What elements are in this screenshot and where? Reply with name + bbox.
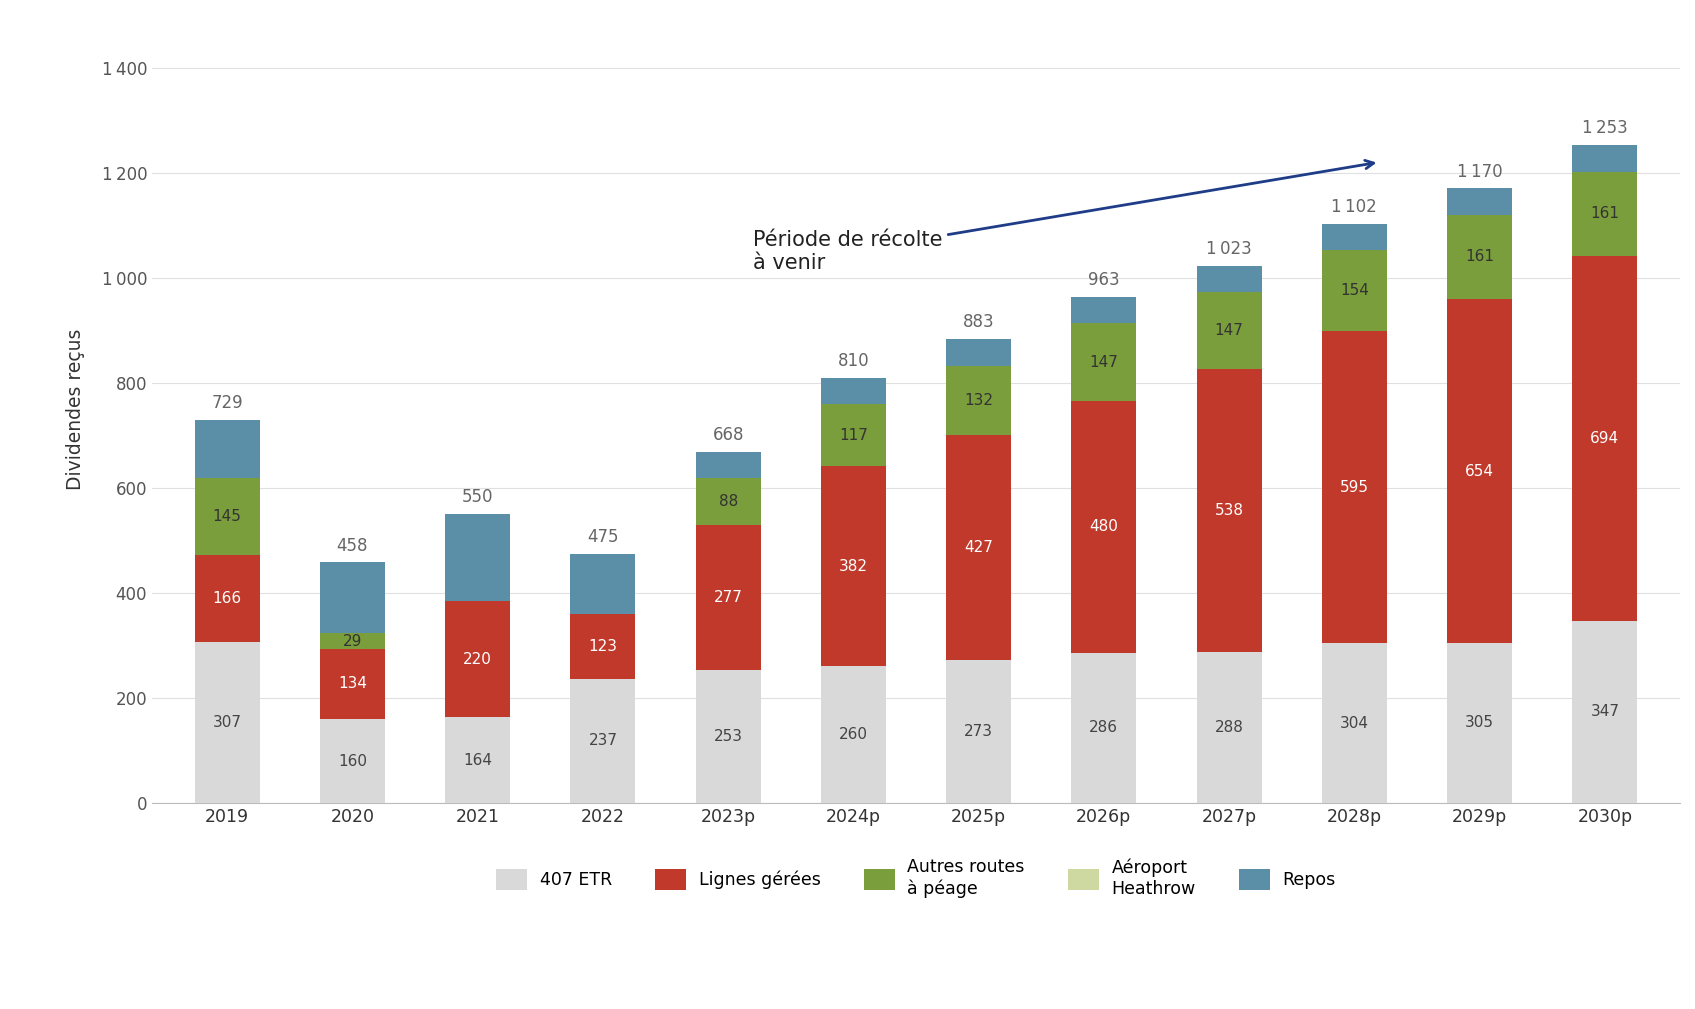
Bar [570, 613, 636, 679]
Bar [946, 660, 1012, 803]
Bar [446, 717, 510, 803]
Bar [1071, 653, 1136, 803]
Bar [320, 562, 385, 634]
Bar [695, 670, 761, 803]
Text: 550: 550 [463, 488, 493, 507]
Text: 810: 810 [837, 352, 870, 369]
Text: 883: 883 [963, 313, 995, 331]
Text: 29: 29 [342, 634, 363, 649]
Bar [695, 525, 761, 670]
Bar [820, 405, 886, 466]
Text: 123: 123 [588, 639, 617, 654]
Bar [1322, 331, 1387, 644]
Text: 1 023: 1 023 [1207, 240, 1253, 257]
Text: 147: 147 [1215, 323, 1244, 338]
Bar [1322, 644, 1387, 803]
Text: 166: 166 [212, 590, 242, 605]
Text: 427: 427 [964, 540, 993, 555]
Text: 1 170: 1 170 [1456, 162, 1502, 181]
Text: 458: 458 [337, 537, 368, 555]
Text: 237: 237 [588, 734, 617, 749]
Text: 220: 220 [463, 652, 492, 667]
Legend: 407 ETR, Lignes gérées, Autres routes
à péage, Aéroport
Heathrow, Repos: 407 ETR, Lignes gérées, Autres routes à … [490, 852, 1342, 905]
Text: 132: 132 [964, 394, 993, 409]
Text: 273: 273 [964, 723, 993, 739]
Text: 347: 347 [1590, 704, 1619, 719]
Bar [446, 601, 510, 717]
Bar [1448, 189, 1512, 215]
Bar [695, 478, 761, 525]
Text: 382: 382 [839, 559, 868, 574]
Bar [1573, 256, 1637, 621]
Bar [1322, 250, 1387, 331]
Bar [320, 719, 385, 803]
Text: 160: 160 [337, 754, 366, 769]
Bar [446, 515, 510, 601]
Text: 305: 305 [1464, 715, 1493, 731]
Bar [1197, 265, 1261, 292]
Text: Période de récolte
à venir: Période de récolte à venir [753, 160, 1373, 273]
Text: 654: 654 [1464, 463, 1493, 478]
Bar [1071, 297, 1136, 324]
Text: 260: 260 [839, 727, 868, 743]
Text: 729: 729 [212, 395, 242, 413]
Bar [820, 377, 886, 405]
Bar [695, 452, 761, 478]
Bar [570, 554, 636, 613]
Text: 161: 161 [1464, 249, 1493, 264]
Text: 88: 88 [719, 494, 737, 509]
Bar [820, 667, 886, 803]
Bar [1071, 401, 1136, 653]
Bar [1448, 300, 1512, 643]
Text: 694: 694 [1590, 431, 1619, 446]
Bar [195, 555, 259, 642]
Y-axis label: Dividendes reçus: Dividendes reçus [66, 328, 85, 489]
Text: 1 102: 1 102 [1332, 198, 1378, 216]
Bar [946, 366, 1012, 435]
Bar [320, 634, 385, 649]
Text: 480: 480 [1090, 520, 1119, 534]
Bar [1573, 144, 1637, 172]
Bar [195, 420, 259, 478]
Text: 304: 304 [1339, 715, 1370, 731]
Bar [1573, 621, 1637, 803]
Text: 595: 595 [1339, 479, 1370, 494]
Bar [946, 339, 1012, 366]
Bar [946, 435, 1012, 660]
Bar [195, 478, 259, 555]
Text: 277: 277 [714, 590, 742, 605]
Text: 963: 963 [1088, 271, 1120, 290]
Text: 161: 161 [1590, 207, 1619, 221]
Text: 147: 147 [1090, 354, 1119, 369]
Text: 134: 134 [337, 676, 366, 691]
Text: 538: 538 [1215, 502, 1244, 518]
Text: 164: 164 [463, 753, 492, 768]
Text: 154: 154 [1341, 283, 1370, 298]
Bar [1448, 215, 1512, 300]
Bar [1448, 643, 1512, 803]
Bar [195, 642, 259, 803]
Bar [1573, 172, 1637, 256]
Bar [1197, 652, 1261, 803]
Bar [1071, 324, 1136, 401]
Text: 286: 286 [1090, 720, 1119, 736]
Text: 145: 145 [212, 509, 242, 524]
Bar [1197, 292, 1261, 369]
Text: 1 253: 1 253 [1581, 119, 1627, 137]
Text: 475: 475 [586, 528, 619, 546]
Text: 668: 668 [712, 426, 744, 444]
Text: 307: 307 [212, 715, 242, 730]
Bar [1322, 224, 1387, 250]
Bar [1197, 369, 1261, 652]
Bar [320, 649, 385, 719]
Bar [570, 679, 636, 803]
Text: 117: 117 [839, 428, 868, 443]
Text: 253: 253 [714, 730, 742, 744]
Bar [820, 466, 886, 667]
Text: 288: 288 [1215, 720, 1244, 735]
